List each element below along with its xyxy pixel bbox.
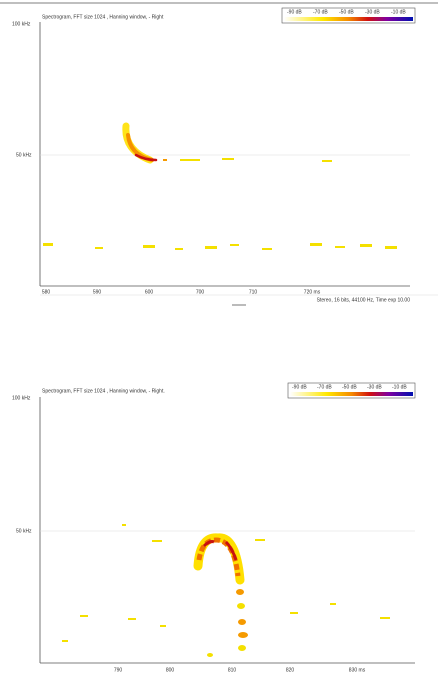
noise (43, 158, 397, 250)
call-blob (122, 122, 158, 164)
shape (175, 248, 183, 250)
shape (143, 245, 155, 248)
legend-gradient (290, 392, 413, 396)
shape (335, 246, 345, 248)
x-label: 830 ms (349, 667, 366, 673)
shape (230, 244, 239, 246)
legend-label: -50 dB (339, 9, 354, 15)
legend-label: -30 dB (365, 9, 380, 15)
shape (222, 158, 234, 160)
x-label: 600 (145, 289, 154, 295)
shape (385, 246, 397, 249)
shape (122, 524, 126, 526)
noise (62, 524, 390, 642)
shape (205, 246, 217, 249)
call-blob (193, 533, 248, 657)
legend-label: -10 dB (392, 384, 407, 390)
x-label: 800 (166, 667, 175, 673)
shape (290, 612, 298, 614)
panel-title: Spectrogram, FFT size 1024 , Hanning win… (42, 14, 164, 20)
shape (180, 159, 200, 161)
legend-label: -30 dB (367, 384, 382, 390)
shape (238, 619, 246, 625)
legend-label: -70 dB (313, 9, 328, 15)
shape (160, 625, 166, 627)
shape (330, 603, 336, 605)
status-text: Stereo, 16 bits, 44100 Hz, Time exp 10.0… (317, 297, 411, 303)
shape (163, 159, 167, 161)
shape (62, 640, 68, 642)
shape (134, 153, 158, 162)
y-label: 100 kHz (12, 395, 31, 401)
shape (255, 539, 265, 541)
shape (224, 540, 238, 561)
y-label: 50 kHz (16, 528, 32, 534)
shape (238, 632, 248, 638)
shape (202, 540, 215, 548)
shape (95, 247, 103, 249)
x-label: 820 (286, 667, 295, 673)
panel-1: Spectrogram, FFT size 1024 , Hanning win… (0, 2, 438, 306)
x-label: 810 (228, 667, 237, 673)
legend-label: -90 dB (287, 9, 302, 15)
legend-label: -70 dB (317, 384, 332, 390)
y-label: 100 kHz (12, 21, 31, 27)
x-label: 580 (42, 289, 51, 295)
shape (80, 615, 88, 617)
panel-title: Spectrogram, FFT size 1024 , Hanning win… (42, 388, 165, 394)
shape (152, 540, 162, 542)
panel-2: Spectrogram, FFT size 1024 , Hanning win… (12, 382, 416, 673)
shape (360, 244, 372, 247)
legend-label: -10 dB (391, 9, 406, 15)
shape (237, 603, 245, 609)
legend-gradient (284, 17, 413, 21)
shape (322, 160, 332, 162)
legend-label: -50 dB (342, 384, 357, 390)
shape (310, 243, 322, 246)
shape (236, 589, 244, 595)
shape (262, 248, 272, 250)
x-label: 790 (114, 667, 123, 673)
x-label: 590 (93, 289, 102, 295)
shape (207, 653, 213, 657)
x-label: 720 ms (304, 289, 321, 295)
y-label: 50 kHz (16, 152, 32, 158)
legend-label: -90 dB (292, 384, 307, 390)
shape (380, 617, 390, 619)
shape (43, 243, 53, 246)
shape (238, 645, 246, 651)
x-label: 700 (196, 289, 205, 295)
shape (128, 618, 136, 620)
x-label: 710 (249, 289, 258, 295)
